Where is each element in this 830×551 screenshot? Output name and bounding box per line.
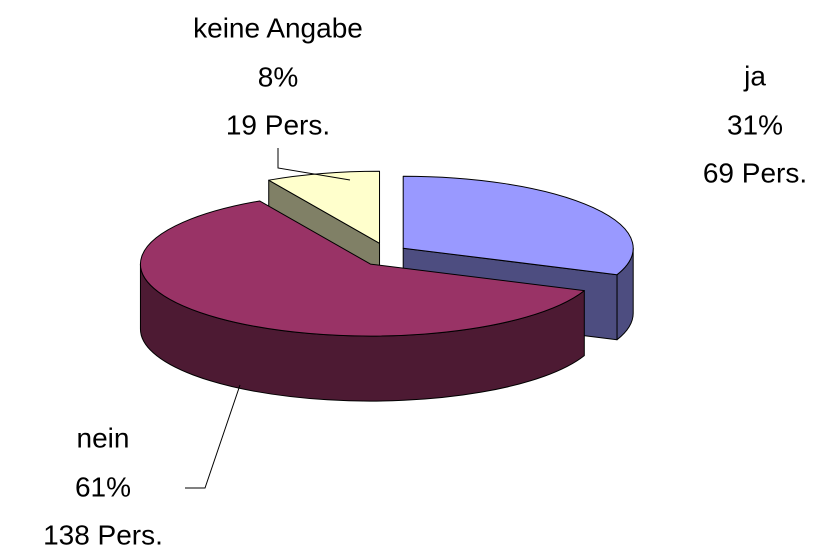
slice-label: ja <box>743 60 766 91</box>
value-label: 61% <box>75 471 131 502</box>
person-label: 69 Pers. <box>703 157 807 188</box>
slice <box>268 170 381 244</box>
leader-line <box>277 148 351 181</box>
value-label: 8% <box>258 61 298 92</box>
slice <box>402 175 634 276</box>
person-label: 138 Pers. <box>43 519 163 550</box>
value-label: 31% <box>727 109 783 140</box>
person-label: 19 Pers. <box>226 109 330 140</box>
leader-line <box>185 384 241 489</box>
slice-label: keine Angabe <box>193 12 363 43</box>
slice <box>140 200 585 337</box>
slice-label: nein <box>77 422 130 453</box>
